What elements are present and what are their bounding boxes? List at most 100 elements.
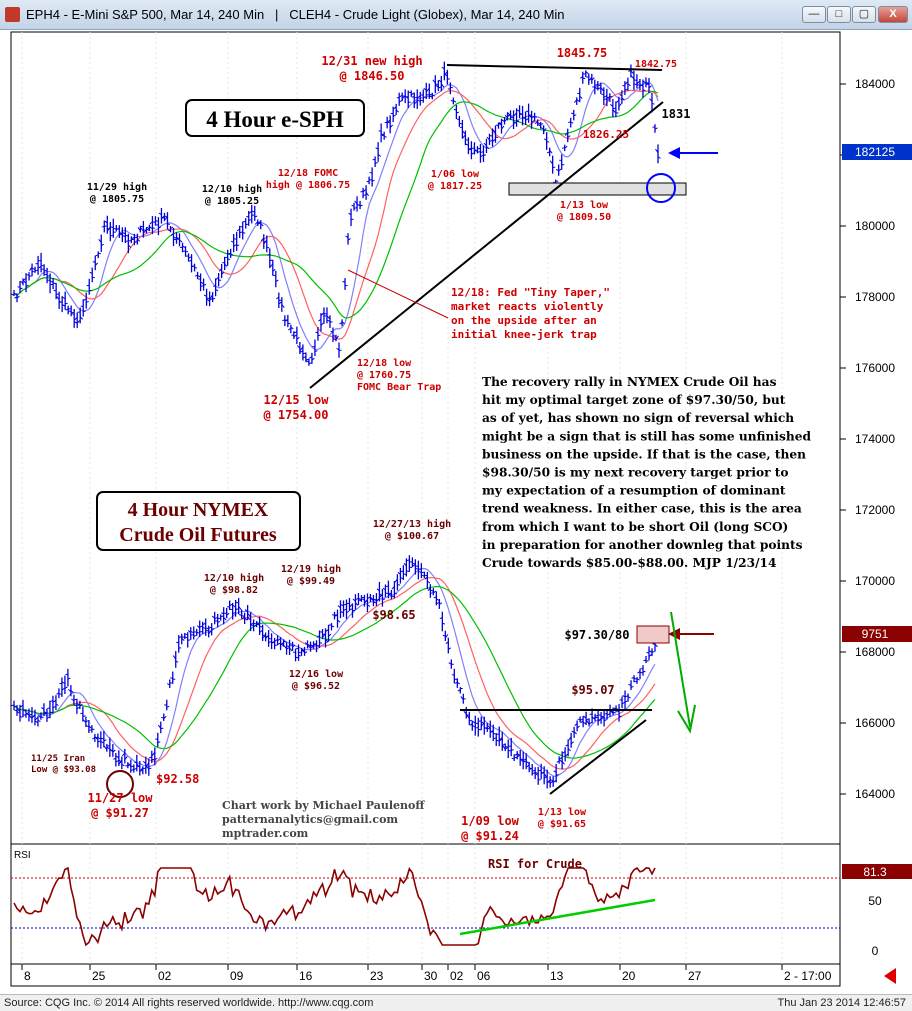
spx-close-tick — [359, 204, 363, 207]
spx-open-tick — [83, 298, 87, 301]
spx-open-tick — [95, 254, 99, 257]
crude-open-tick — [484, 727, 488, 729]
crude-open-tick — [631, 676, 635, 679]
commentary-text: The recovery rally in NYMEX Crude Oil ha… — [482, 375, 811, 570]
crude-close-tick — [130, 765, 134, 768]
crude-open-tick — [568, 736, 572, 741]
spx-open-tick — [134, 236, 138, 239]
time-axis-label: 8 — [24, 969, 31, 983]
annotation-low-1216: 12/16 low — [289, 669, 344, 680]
spx-close-tick — [440, 83, 445, 88]
spx-open-tick — [354, 200, 358, 205]
spx-close-tick — [203, 284, 207, 286]
crude-close-tick — [304, 651, 308, 654]
crude-close-tick — [618, 715, 622, 718]
spx-close-tick — [453, 100, 457, 103]
crude-open-tick — [520, 758, 524, 761]
crude-close-tick — [376, 598, 380, 602]
spx-close-tick — [52, 282, 56, 285]
crude-open-tick — [187, 630, 192, 634]
spx-open-tick — [137, 227, 141, 232]
spx-close-tick — [353, 207, 357, 209]
price-axis: 1840001820001800001780001760001740001720… — [840, 77, 895, 801]
spx-close-tick — [230, 253, 234, 256]
spx-close-tick — [417, 99, 420, 102]
crude-open-tick — [236, 601, 239, 604]
spx-open-tick — [306, 360, 310, 363]
restore-button[interactable]: □ — [827, 6, 851, 23]
crude-close-tick — [52, 705, 56, 709]
scroll-right-arrow-icon[interactable] — [884, 968, 896, 984]
crude-open-tick — [134, 761, 137, 764]
price-axis-label: 164000 — [855, 787, 895, 801]
crude-open-tick — [20, 704, 24, 708]
spx-open-tick — [432, 79, 436, 84]
spx-uptrend-line — [309, 101, 664, 389]
time-axis-label: 13 — [550, 969, 564, 983]
crude-open-tick — [535, 773, 539, 776]
crude-open-tick — [256, 622, 260, 624]
spx-chart-title: 4 Hour e-SPH — [206, 107, 344, 132]
crude-close-tick — [76, 707, 80, 710]
maximize-button[interactable]: ▢ — [852, 6, 876, 23]
crude-open-tick — [313, 643, 317, 647]
crude-open-tick — [604, 712, 608, 715]
annotation-low-1127: 11/27 low — [87, 791, 153, 805]
minimize-button[interactable]: — — [802, 6, 826, 23]
spx-close-tick — [489, 140, 493, 142]
spx-close-tick — [149, 226, 153, 229]
commentary-line: $98.30/50 is my next recovery target pri… — [482, 466, 789, 480]
commentary-line: my expectation of a resumption of domina… — [482, 484, 786, 498]
spx-open-tick — [263, 239, 268, 244]
crude-open-tick — [433, 596, 437, 599]
spx-open-tick — [71, 313, 75, 315]
spx-close-tick — [290, 326, 294, 330]
spx-close-tick — [94, 262, 99, 266]
spx-close-tick — [260, 223, 264, 227]
crude-close-tick — [298, 654, 302, 657]
spx-open-tick — [528, 115, 532, 118]
crude-close-tick — [244, 617, 248, 621]
spx-open-tick — [522, 117, 526, 119]
crude-close-tick — [235, 608, 239, 611]
spx-open-tick — [194, 274, 198, 277]
crude-close-tick — [487, 727, 490, 730]
spx-close-tick — [374, 161, 378, 165]
crude-close-tick — [597, 719, 601, 722]
spx-open-tick — [628, 69, 632, 72]
spx-close-tick — [209, 298, 213, 301]
crude-close-tick — [208, 630, 212, 635]
price-axis-label: 176000 — [855, 361, 895, 375]
annotation-low-0113c: @ $91.65 — [538, 819, 586, 830]
crude-close-tick — [163, 715, 167, 719]
spx-open-tick — [236, 228, 240, 232]
close-button[interactable]: X — [878, 6, 908, 23]
annotation-fomc-high: 12/18 FOMC — [278, 168, 338, 179]
crude-close-tick — [400, 576, 404, 580]
crude-close-tick — [229, 603, 233, 607]
crude-open-tick — [373, 598, 377, 601]
spx-open-tick — [534, 120, 538, 125]
spx-close-tick — [275, 279, 279, 282]
spx-open-tick — [513, 112, 517, 117]
crude-price-tag-label: 9751 — [862, 627, 889, 641]
spx-open-tick — [516, 109, 520, 112]
spx-open-tick — [188, 259, 192, 262]
spx-close-tick — [98, 252, 101, 255]
spx-close-tick — [429, 93, 432, 96]
spx-open-tick — [649, 98, 653, 102]
crude-close-tick — [463, 697, 466, 700]
spx-close-tick — [456, 111, 460, 114]
spx-close-tick — [621, 97, 625, 101]
crude-close-tick — [91, 728, 95, 731]
spx-open-tick — [23, 278, 27, 281]
crude-close-tick — [349, 604, 353, 608]
crude-close-tick — [358, 597, 362, 601]
annotation-fed-note: on the upside after an — [451, 314, 597, 327]
annotation-new-high: 12/31 new high — [321, 54, 422, 68]
credit-text: Chart work by Michael Paulenoffpatternan… — [222, 799, 425, 840]
time-axis-label: 20 — [622, 969, 636, 983]
spx-close-tick — [164, 215, 168, 218]
spx-open-tick — [549, 160, 554, 165]
